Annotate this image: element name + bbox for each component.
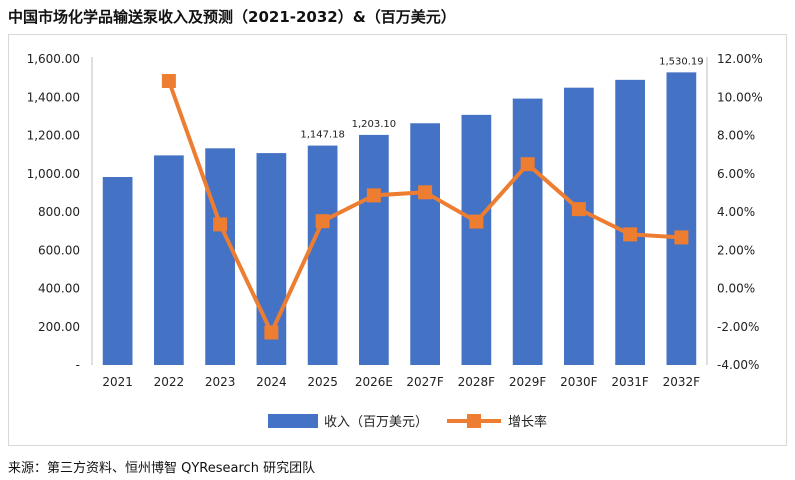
x-tick-label: 2031F [611, 375, 649, 389]
bar-data-label: 1,147.18 [300, 130, 345, 141]
x-tick-label: 2029F [509, 375, 547, 389]
y-left-tick-label: 800.00 [38, 205, 80, 219]
x-tick-label: 2025 [307, 375, 338, 389]
y-right-tick-label: 6.00% [717, 167, 755, 181]
legend-bar-label: 收入（百万美元） [324, 415, 428, 430]
y-right-tick-label: 10.00% [717, 90, 763, 104]
y-right-tick-label: 8.00% [717, 129, 755, 143]
y-left-tick-label: - [76, 358, 80, 372]
revenue-bar [461, 114, 492, 365]
x-tick-label: 2027F [406, 375, 444, 389]
revenue-bar [154, 155, 184, 365]
y-left-tick-label: 1,400.00 [27, 90, 80, 104]
y-left-tick-label: 1,600.00 [27, 52, 80, 66]
growth-rate-marker [674, 230, 689, 245]
source-note: 来源：第三方资料、恒州博智 QYResearch 研究团队 [8, 461, 316, 476]
growth-rate-marker [366, 188, 381, 203]
y-left-tick-label: 1,000.00 [27, 167, 80, 181]
revenue-bar [564, 87, 594, 365]
revenue-bar [666, 72, 697, 365]
chart-title: 中国市场化学品输送泵收入及预测（2021-2032）&（百万美元） [8, 8, 456, 26]
x-tick-label: 2032F [663, 375, 701, 389]
growth-rate-marker [571, 202, 586, 217]
chart-frame [8, 34, 787, 446]
y-right-tick-label: 12.00% [717, 52, 763, 66]
y-left-tick-label: 400.00 [38, 282, 80, 296]
legend-bar-swatch [268, 414, 318, 428]
growth-rate-marker [161, 73, 176, 88]
bar-data-label: 1,530.19 [659, 56, 704, 67]
x-tick-label: 2026E [355, 375, 393, 389]
legend-line-marker [467, 414, 481, 428]
growth-rate-marker [264, 325, 279, 340]
growth-rate-marker [520, 157, 535, 172]
growth-rate-marker [315, 214, 330, 229]
revenue-bar [512, 98, 543, 366]
y-right-tick-label: -2.00% [717, 320, 759, 334]
y-right-tick-label: 0.00% [717, 282, 755, 296]
y-right-tick-label: 4.00% [717, 205, 755, 219]
y-right-tick-label: -4.00% [717, 358, 759, 372]
x-tick-label: 2023 [205, 375, 236, 389]
growth-rate-marker [623, 227, 638, 242]
x-tick-label: 2024 [256, 375, 287, 389]
growth-rate-marker [418, 185, 433, 200]
revenue-bar [307, 145, 338, 365]
revenue-bar [615, 79, 645, 365]
revenue-bar [205, 148, 235, 365]
x-tick-label: 2021 [102, 375, 133, 389]
revenue-bar [102, 177, 133, 365]
growth-rate-marker [469, 214, 484, 229]
x-tick-label: 2028F [458, 375, 496, 389]
x-tick-label: 2030F [560, 375, 598, 389]
y-left-tick-label: 600.00 [38, 243, 80, 257]
y-left-tick-label: 1,200.00 [27, 129, 80, 143]
x-tick-label: 2022 [154, 375, 185, 389]
bar-data-label: 1,203.10 [352, 119, 397, 130]
revenue-bar [359, 134, 389, 365]
y-left-tick-label: 200.00 [38, 320, 80, 334]
y-right-tick-label: 2.00% [717, 243, 755, 257]
growth-rate-marker [213, 217, 228, 232]
revenue-bar [410, 123, 440, 365]
legend-line-label: 增长率 [508, 414, 547, 430]
